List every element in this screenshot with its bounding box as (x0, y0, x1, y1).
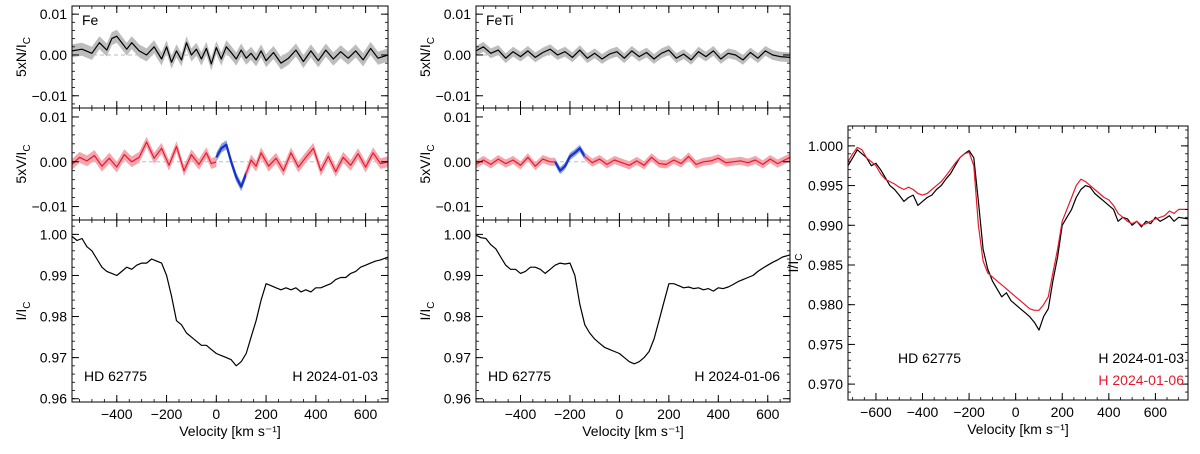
series-line-0 (475, 156, 556, 167)
error-band (584, 152, 790, 170)
x-tick-label: 600 (756, 406, 780, 422)
y-tick-label: 0.96 (40, 391, 67, 407)
x-tick-label: −400 (505, 406, 537, 422)
plot-frame (475, 219, 791, 403)
y-tick-label: 0.01 (40, 109, 67, 125)
y-axis-label: I/IC (13, 302, 33, 321)
y-tick-label: 0.980 (808, 297, 843, 313)
y-tick-label: 0.995 (808, 178, 843, 194)
x-tick-label: −200 (953, 404, 985, 420)
error-band (72, 29, 388, 71)
x-tick-label: −400 (907, 404, 939, 420)
x-tick-label: 0 (212, 406, 220, 422)
panel-feti-v: 0.01 0.00 −0.01 5xV/IC (417, 107, 791, 221)
error-band (476, 41, 790, 65)
series-line-2 (245, 147, 389, 174)
series-line-h-2024-01-06 (847, 146, 1188, 311)
legend-entry: H 2024-01-03 (1098, 350, 1184, 366)
y-axis-label: 5xN/IC (417, 37, 437, 77)
star-label: HD 62775 (84, 368, 147, 384)
x-tick-label: 200 (254, 406, 278, 422)
x-tick-label: −200 (151, 406, 183, 422)
y-tick-label: 0.97 (40, 350, 67, 366)
series-line-0 (71, 35, 389, 65)
y-tick-label: 1.00 (444, 226, 471, 242)
legend-entry: H 2024-01-06 (1098, 372, 1184, 388)
x-tick-label: 400 (304, 406, 328, 422)
y-axis-label: 5xN/IC (13, 37, 33, 77)
plot-frame (847, 125, 1189, 401)
x-tick-label: 600 (1144, 404, 1168, 420)
y-tick-label: 0.98 (444, 309, 471, 325)
y-tick-label: 0.970 (808, 376, 843, 392)
x-axis-label: Velocity [km s⁻¹] (967, 421, 1069, 437)
x-tick-label: −400 (101, 406, 133, 422)
x-tick-label: 400 (1097, 404, 1121, 420)
date-label: H 2024-01-06 (694, 368, 780, 384)
y-tick-label: 0.99 (444, 267, 471, 283)
series-line-h-2024-01-03 (847, 149, 1189, 331)
y-axis-label: 5xV/IC (417, 144, 437, 183)
panel-feti-i: 1.00 0.99 0.98 0.97 0.96 −400 −200 0 200 400 600 I/… (417, 219, 791, 439)
element-label: Fe (82, 12, 99, 28)
series-line-0 (71, 235, 389, 367)
error-band (555, 144, 585, 175)
element-label: FeTi (486, 12, 513, 28)
panel-fe-v: 0.01 0.00 −0.01 5xV/IC (13, 107, 389, 221)
y-tick-label: 0.00 (40, 154, 67, 170)
x-tick-label: 600 (354, 406, 378, 422)
y-tick-label: 1.000 (808, 138, 843, 154)
plot-frame (71, 219, 389, 403)
y-tick-label: 0.97 (444, 350, 471, 366)
series-line-1 (554, 147, 586, 172)
plot-area (72, 220, 388, 402)
y-tick-label: 0.975 (808, 336, 843, 352)
x-tick-label: 200 (657, 406, 681, 422)
series-line-0 (475, 46, 791, 61)
y-tick-label: 0.00 (40, 47, 67, 63)
y-tick-label: −0.01 (32, 199, 68, 215)
y-tick-label: 1.00 (40, 226, 67, 242)
series-line-0 (475, 234, 791, 365)
y-tick-label: −0.01 (32, 88, 68, 104)
panel-comparison-i: 1.0000.9950.9900.9850.9800.9750.970−600−… (785, 125, 1189, 437)
x-tick-label: 400 (707, 406, 731, 422)
error-band (72, 136, 217, 177)
plot-area (848, 126, 1188, 400)
y-axis-label: I/IC (417, 302, 437, 321)
y-tick-label: 0.985 (808, 257, 843, 273)
series-line-0 (71, 141, 217, 172)
plot-area (476, 220, 790, 402)
y-tick-label: 0.01 (444, 6, 471, 22)
x-tick-label: 0 (1012, 404, 1020, 420)
x-tick-label: 200 (1051, 404, 1075, 420)
x-tick-label: −200 (554, 406, 586, 422)
y-tick-label: 0.00 (444, 154, 471, 170)
x-axis-label: Velocity [km s⁻¹] (582, 423, 684, 439)
y-tick-label: 0.96 (444, 391, 471, 407)
star-label: HD 62775 (488, 368, 551, 384)
series-line-1 (215, 143, 248, 188)
y-tick-label: 0.01 (40, 6, 67, 22)
y-tick-label: 0.99 (40, 267, 67, 283)
plot-area (72, 108, 388, 220)
date-label: H 2024-01-03 (292, 368, 378, 384)
panel-feti-n: 0.01 0.00 −0.01 5xN/IC FeTi (417, 5, 791, 109)
series-line-2 (584, 155, 791, 166)
panel-fe-i: 1.00 0.99 0.98 0.97 0.96 −400 −200 0 200 400 600 I/… (13, 219, 389, 439)
y-tick-label: 0.00 (444, 47, 471, 63)
y-axis-label: 5xV/IC (13, 144, 33, 183)
panel-fe-n: 0.01 0.00 −0.01 5xN/IC Fe (13, 5, 389, 109)
y-tick-label: 0.01 (444, 109, 471, 125)
star-label: HD 62775 (898, 350, 961, 366)
y-tick-label: 0.98 (40, 309, 67, 325)
error-band (216, 140, 247, 192)
x-tick-label: 0 (616, 406, 624, 422)
x-tick-label: −600 (860, 404, 892, 420)
y-tick-label: −0.01 (436, 199, 472, 215)
x-axis-label: Velocity [km s⁻¹] (179, 423, 281, 439)
y-tick-label: 0.990 (808, 217, 843, 233)
y-tick-label: −0.01 (436, 88, 472, 104)
